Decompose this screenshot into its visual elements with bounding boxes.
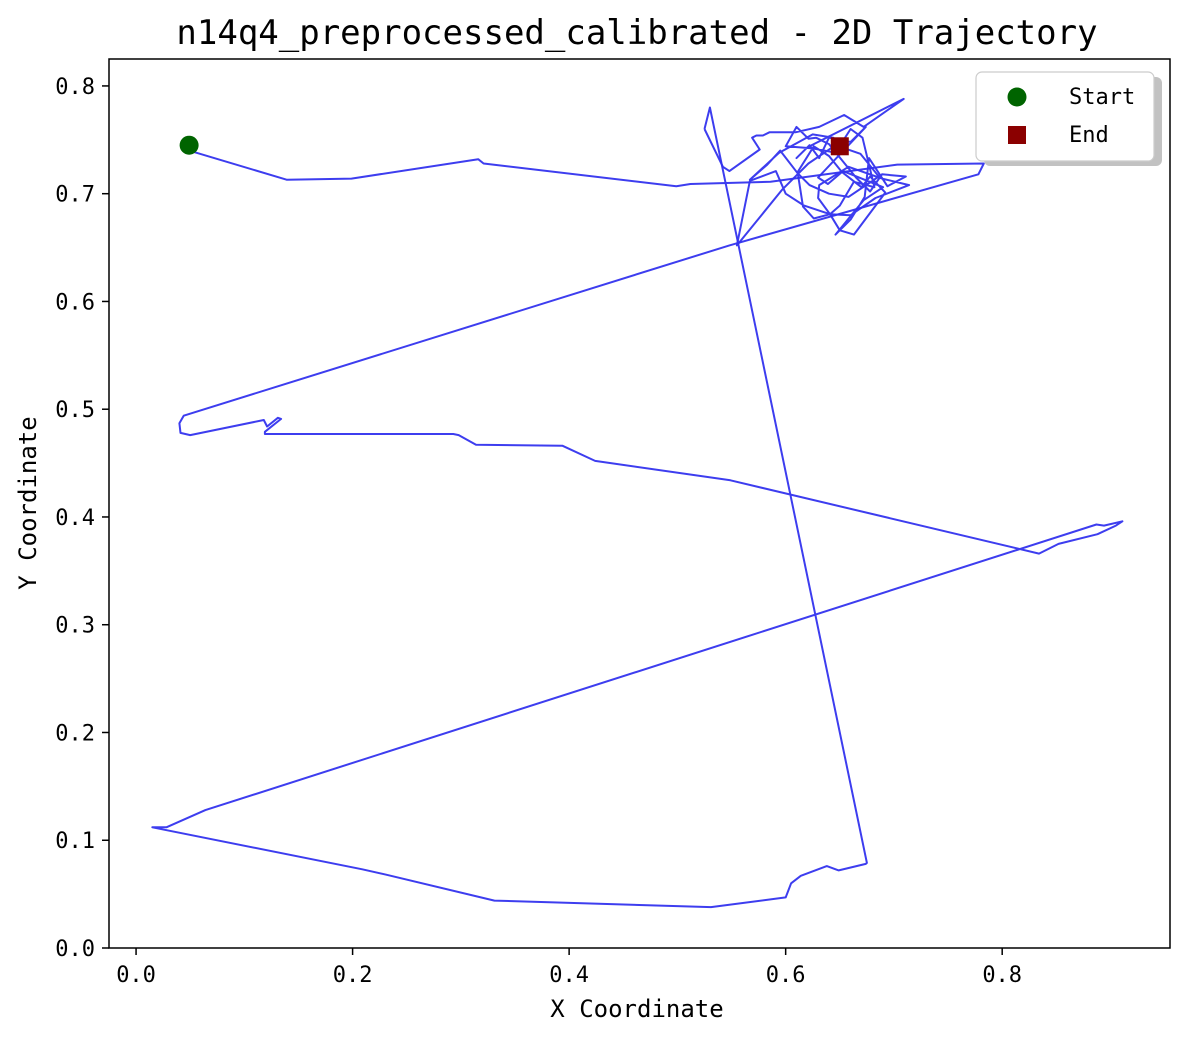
legend-start-label: Start <box>1069 85 1135 110</box>
chart-title: n14q4_preprocessed_calibrated - 2D Traje… <box>176 13 1097 53</box>
y-tick-label: 0.6 <box>55 290 95 315</box>
x-tick-label: 0.6 <box>766 963 806 988</box>
legend-end-marker <box>1008 126 1026 144</box>
x-axis-ticks: 0.0 0.2 0.4 0.6 0.8 <box>116 948 1022 988</box>
start-marker <box>179 135 199 155</box>
y-axis-label: Y Coordinate <box>14 416 42 589</box>
end-marker <box>830 137 849 156</box>
plot-frame <box>108 58 1171 949</box>
y-tick-label: 0.0 <box>55 937 95 962</box>
x-tick-label: 0.0 <box>116 963 156 988</box>
plot-area <box>109 59 1170 948</box>
x-tick-label: 0.4 <box>549 963 589 988</box>
trajectory-path <box>703 97 911 247</box>
legend-start-marker <box>1007 87 1027 107</box>
y-tick-label: 0.5 <box>55 398 95 423</box>
y-tick-label: 0.7 <box>55 183 95 208</box>
trajectory-line <box>151 97 1124 909</box>
trajectory-path <box>151 106 1124 909</box>
x-tick-label: 0.2 <box>333 963 373 988</box>
y-tick-label: 0.3 <box>55 614 95 639</box>
legend-end-label: End <box>1069 123 1109 148</box>
x-axis-label: X Coordinate <box>550 995 723 1023</box>
y-tick-label: 0.2 <box>55 721 95 746</box>
legend: Start End <box>975 71 1162 166</box>
y-tick-label: 0.1 <box>55 829 95 854</box>
y-tick-label: 0.8 <box>55 75 95 100</box>
y-tick-label: 0.4 <box>55 506 95 531</box>
trajectory-markers <box>179 135 849 156</box>
y-axis-ticks: 0.0 0.1 0.2 0.3 0.4 0.5 0.6 0.7 0.8 <box>55 75 109 962</box>
x-tick-label: 0.8 <box>982 963 1022 988</box>
